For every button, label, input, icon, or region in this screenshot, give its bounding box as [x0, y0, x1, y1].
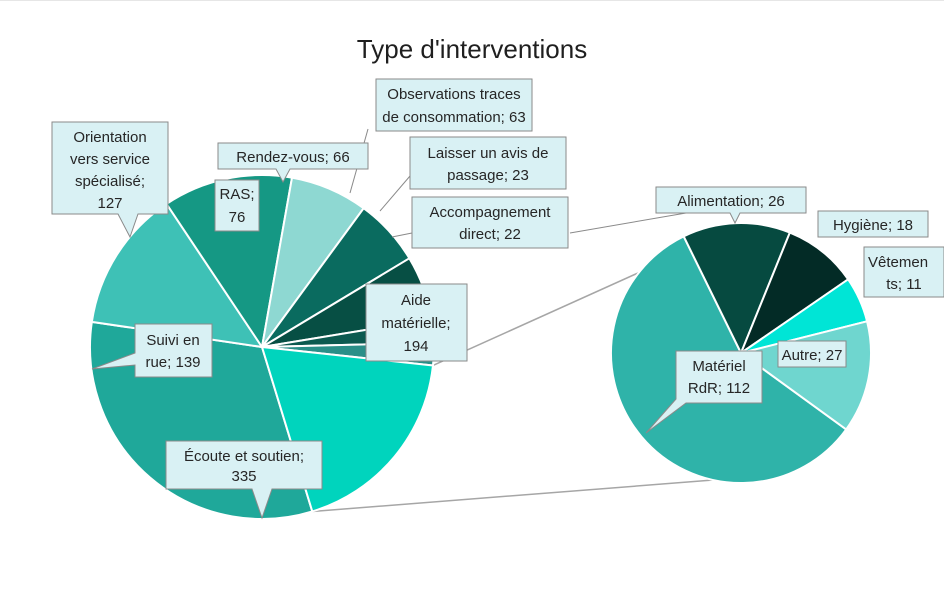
- label-ras-box: [214, 179, 260, 232]
- label-ecoute-line2: 335: [231, 468, 256, 485]
- label-orientation-line2: vers service: [70, 151, 150, 168]
- label-laisser-line1: Laisser un avis de: [428, 145, 549, 162]
- label-autre: Autre; 27: [777, 340, 847, 368]
- label-alimentation-line1: Alimentation; 26: [677, 193, 785, 210]
- label-aide-box: [365, 283, 468, 362]
- label-observations-line2: de consommation; 63: [382, 109, 525, 126]
- label-materiel-line2: RdR; 112: [688, 380, 750, 397]
- label-suivi-box: [91, 323, 213, 378]
- label-accomp-line2: direct; 22: [459, 226, 521, 243]
- label-observations: Observations traces de consommation; 63: [375, 78, 533, 132]
- label-accompagnement: Accompagnement direct; 22: [411, 196, 569, 249]
- label-ras: RAS; 76: [214, 179, 260, 232]
- label-vetements-line2: ts; 11: [886, 276, 922, 293]
- label-vetements-box: [863, 246, 944, 298]
- label-hygiene: Hygiène; 18: [817, 210, 929, 238]
- label-rdv-box: [217, 142, 369, 184]
- label-aide-line3: 194: [403, 338, 428, 355]
- label-vetements-line1: Vêtemen: [868, 254, 928, 271]
- label-materiel-line1: Matériel: [692, 358, 745, 375]
- label-laisser-line2: passage; 23: [447, 167, 529, 184]
- label-orientation-box: [51, 121, 169, 239]
- label-alimentation-box: [655, 186, 807, 225]
- label-accomp-box: [411, 196, 569, 249]
- label-ecoute-line1: Écoute et soutien;: [184, 448, 304, 465]
- chart-title: Type d'interventions: [356, 34, 588, 64]
- label-laisser-box: [409, 136, 567, 190]
- label-ras-line2: 76: [229, 209, 246, 226]
- label-ecoute-box: [165, 440, 323, 520]
- leader-laisser: [379, 175, 411, 212]
- leader-accompagnement-ext: [569, 212, 687, 234]
- label-orientation-line3: spécialisé;: [75, 173, 145, 190]
- label-alimentation: Alimentation; 26: [655, 186, 807, 225]
- connector-line-bottom: [312, 478, 727, 513]
- label-rdv-line1: Rendez-vous; 66: [236, 149, 349, 166]
- label-aide-materielle: Aide matérielle; 194: [365, 283, 468, 362]
- label-orientation-line4: 127: [97, 195, 122, 212]
- label-aide-line2: matérielle;: [381, 315, 450, 332]
- label-ecoute-et-soutien: Écoute et soutien; 335: [165, 440, 323, 520]
- secondary-slice-alimentation: [682, 222, 792, 356]
- label-hygiene-box: [817, 210, 929, 238]
- data-labels: Écoute et soutien; 335 Suivi en rue; 139…: [51, 78, 944, 520]
- label-observations-line1: Observations traces: [387, 86, 520, 103]
- label-hygiene-line1: Hygiène; 18: [833, 217, 913, 234]
- label-accomp-line1: Accompagnement: [430, 204, 552, 221]
- label-orientation-line1: Orientation: [73, 129, 146, 146]
- label-autre-box: [777, 340, 847, 368]
- label-ras-line1: RAS;: [219, 186, 254, 203]
- label-laisser-avis: Laisser un avis de passage; 23: [409, 136, 567, 190]
- label-aide-line1: Aide: [401, 292, 431, 309]
- label-autre-line1: Autre; 27: [782, 347, 843, 364]
- label-rendez-vous: Rendez-vous; 66: [217, 142, 369, 184]
- label-suivi-en-rue: Suivi en rue; 139: [91, 323, 213, 378]
- label-observations-box: [375, 78, 533, 132]
- label-suivi-line2: rue; 139: [145, 354, 200, 371]
- label-suivi-line1: Suivi en: [146, 332, 199, 349]
- label-orientation: Orientation vers service spécialisé; 127: [51, 121, 169, 239]
- label-materiel-rdr: Matériel RdR; 112: [645, 350, 763, 434]
- leader-accompagnement: [391, 232, 413, 238]
- label-vetements: Vêtemen ts; 11: [863, 246, 944, 298]
- label-materiel-box: [645, 350, 763, 434]
